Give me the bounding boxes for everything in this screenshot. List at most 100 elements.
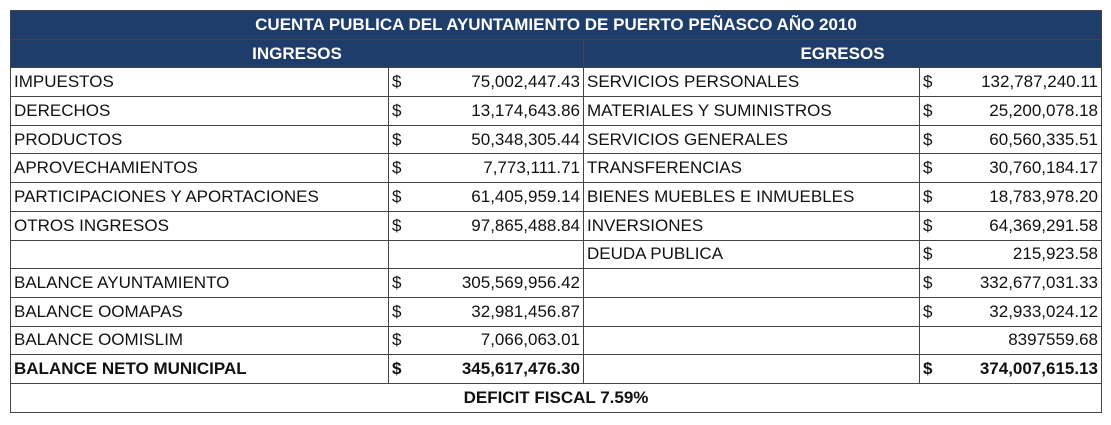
concept-cell: PRODUCTOS	[10, 124, 389, 155]
amount-cell: $32,981,456.87	[388, 296, 584, 327]
currency: $	[392, 129, 402, 149]
amount-cell: $7,773,111.71	[388, 153, 584, 184]
data-row: APROVECHAMIENTOS $7,773,111.71 TRANSFERENC…	[10, 153, 1103, 184]
currency: $	[923, 273, 933, 293]
data-row: PRODUCTOS $50,348,305.44 SERVICIOS GENERAL…	[10, 124, 1103, 155]
concept-cell: DEUDA PUBLICA	[583, 239, 920, 270]
amount-cell: $97,865,488.84	[388, 210, 584, 241]
amount: 32,933,024.12	[989, 301, 1099, 321]
amount: 345,617,476.30	[461, 359, 580, 379]
currency: $	[923, 244, 933, 264]
concept-cell: IMPUESTOS	[10, 67, 389, 98]
amount: 7,773,111.71	[483, 158, 580, 178]
amount: 8397559.68	[1008, 330, 1099, 350]
amount-cell: $132,787,240.11	[918, 67, 1103, 98]
amount: 61,405,959.14	[471, 186, 580, 206]
amount: 32,981,456.87	[471, 301, 580, 321]
concept-cell: MATERIALES Y SUMINISTROS	[583, 96, 920, 126]
amount: 305,569,956.42	[461, 273, 580, 293]
currency: $	[392, 158, 402, 178]
title: CUENTA PUBLICA DEL AYUNTAMIENTO DE PUERT…	[9, 10, 1103, 40]
amount: 64,369,291.58	[989, 215, 1099, 235]
currency: $	[923, 186, 933, 206]
data-row: BALANCE OOMAPAS $32,981,456.87 $32,933,024…	[10, 296, 1103, 327]
amount: 97,865,488.84	[471, 215, 580, 235]
amount-cell: $345,617,476.30	[388, 354, 584, 384]
currency: $	[392, 301, 402, 321]
amount: 374,007,615.13	[979, 359, 1099, 379]
amount-cell: $18,783,978.20	[918, 182, 1103, 212]
currency: $	[923, 129, 933, 149]
amount-cell: $374,007,615.13	[918, 354, 1103, 384]
currency: $	[923, 72, 933, 92]
concept-cell: BALANCE OOMISLIM	[10, 325, 389, 356]
concept-cell: BALANCE AYUNTAMIENTO	[10, 268, 389, 298]
concept-cell: INVERSIONES	[583, 210, 920, 241]
currency: $	[923, 359, 933, 379]
amount-cell: $64,369,291.58	[918, 210, 1103, 241]
amount-cell: $61,405,959.14	[388, 182, 584, 212]
currency: $	[392, 273, 402, 293]
currency: $	[923, 158, 933, 178]
currency: $	[392, 100, 402, 120]
header-egresos: EGRESOS	[582, 38, 1103, 69]
amount: 132,787,240.11	[981, 72, 1099, 92]
data-row: PARTICIPACIONES Y APORTACIONES $61,405,95…	[10, 182, 1103, 212]
data-row: DERECHOS $13,174,643.86 MATERIALES Y SUMIN…	[10, 96, 1103, 126]
amount: 7,066,063.01	[480, 330, 580, 350]
amount-cell: $32,933,024.12	[918, 296, 1103, 327]
currency: $	[923, 100, 933, 120]
title-row: CUENTA PUBLICA DEL AYUNTAMIENTO DE PUERT…	[9, 10, 1103, 40]
amount: 60,560,335.51	[989, 129, 1099, 149]
amount: 25,200,078.18	[989, 100, 1099, 120]
amount-cell: $50,348,305.44	[388, 124, 584, 155]
data-row: DEUDA PUBLICA $215,923.58	[10, 239, 1103, 270]
concept-cell: BALANCE OOMAPAS	[10, 296, 389, 327]
amount-cell: $75,002,447.43	[388, 67, 584, 98]
footer: DEFICIT FISCAL 7.59%	[9, 382, 1103, 413]
data-row: IMPUESTOS $75,002,447.43 SERVICIOS PERSONA…	[10, 67, 1103, 98]
empty-cell	[583, 354, 920, 384]
currency: $	[392, 330, 402, 350]
amount-cell: $60,560,335.51	[918, 124, 1103, 155]
currency: $	[392, 72, 402, 92]
amount: 50,348,305.44	[471, 129, 580, 149]
currency: $	[923, 301, 933, 321]
amount-cell: $305,569,956.42	[388, 268, 584, 298]
amount-cell: $7,066,063.01	[388, 325, 584, 356]
currency: $	[392, 215, 402, 235]
amount: 332,677,031.33	[979, 273, 1099, 293]
currency: $	[392, 186, 402, 206]
concept-cell: BIENES MUEBLES E INMUEBLES	[583, 182, 920, 212]
currency: $	[392, 359, 402, 379]
table-body: CUENTA PUBLICA DEL AYUNTAMIENTO DE PUERT…	[9, 10, 1103, 413]
concept-cell: SERVICIOS GENERALES	[583, 124, 920, 155]
empty-cell	[583, 325, 920, 356]
amount: 30,760,184.17	[989, 158, 1099, 178]
concept-cell: PARTICIPACIONES Y APORTACIONES	[10, 182, 389, 212]
empty-cell	[10, 239, 389, 270]
concept-cell: APROVECHAMIENTOS	[10, 153, 389, 184]
amount-cell: 8397559.68	[918, 325, 1103, 356]
amount: 18,783,978.20	[989, 186, 1099, 206]
amount-cell: $215,923.58	[918, 239, 1103, 270]
empty-cell	[388, 239, 584, 270]
currency: $	[923, 215, 933, 235]
data-row: BALANCE AYUNTAMIENTO $305,569,956.42 $332,…	[10, 268, 1103, 298]
data-row: OTROS INGRESOS $97,865,488.84 INVERSIONES $…	[10, 210, 1103, 241]
account-table: CUENTA PUBLICA DEL AYUNTAMIENTO DE PUERT…	[9, 10, 1103, 413]
concept-cell: OTROS INGRESOS	[10, 210, 389, 241]
concept-cell: DERECHOS	[10, 96, 389, 126]
data-row: BALANCE OOMISLIM $7,066,063.01 8397559.68	[10, 325, 1103, 356]
data-row: BALANCE NETO MUNICIPAL $345,617,476.30 $37…	[10, 354, 1103, 384]
amount: 215,923.58	[1012, 244, 1099, 264]
header-ingresos: INGRESOS	[10, 38, 584, 69]
amount-cell: $30,760,184.17	[918, 153, 1103, 184]
concept-cell: TRANSFERENCIAS	[583, 153, 920, 184]
amount: 13,174,643.86	[471, 100, 580, 120]
header-row: INGRESOS EGRESOS	[10, 38, 1103, 69]
concept-cell: BALANCE NETO MUNICIPAL	[10, 354, 389, 384]
amount-cell: $25,200,078.18	[918, 96, 1103, 126]
amount: 75,002,447.43	[471, 72, 580, 92]
